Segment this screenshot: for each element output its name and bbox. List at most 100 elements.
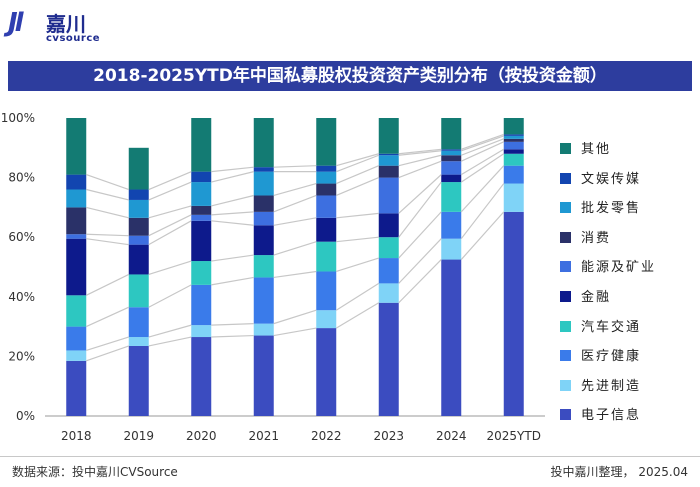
legend-label: 能源及矿业 — [581, 260, 657, 276]
connector-line — [148, 324, 192, 338]
connector-line — [460, 153, 505, 183]
bar-segment — [128, 244, 149, 275]
bar-segment — [316, 310, 337, 329]
y-tick-label: 60% — [8, 230, 35, 244]
bar-segment — [128, 274, 149, 308]
bar-segment — [316, 118, 337, 166]
legend-swatch — [560, 172, 571, 184]
x-tick-label: 2023 — [373, 429, 404, 443]
bar-segment — [253, 277, 274, 324]
connector-line — [336, 177, 379, 197]
bar-segment — [378, 153, 399, 156]
connector-line — [398, 211, 442, 259]
legend-label: 汽车交通 — [581, 319, 642, 335]
bar-segment — [191, 220, 212, 262]
logo-chinese-name: 嘉川 — [46, 12, 86, 36]
connector-line — [148, 171, 192, 191]
bar-segment — [503, 135, 524, 139]
connector-line — [86, 206, 129, 219]
legend-swatch — [560, 202, 571, 214]
connector-line — [148, 260, 192, 276]
bar-segment — [378, 283, 399, 303]
logo-english-name: cvsource — [46, 33, 101, 44]
connector-line — [211, 323, 254, 326]
bar-segment — [191, 337, 212, 416]
legend-label: 消费 — [581, 230, 612, 246]
bar-segment — [441, 155, 462, 162]
bar-segment — [66, 118, 87, 175]
bar-segment — [378, 258, 399, 284]
connector-line — [273, 217, 317, 226]
bar-segment — [503, 153, 524, 166]
connector-line — [336, 212, 379, 219]
bar-segment — [316, 183, 337, 196]
x-tick-label: 2019 — [123, 429, 154, 443]
bar-segment — [66, 350, 87, 361]
connector-line — [398, 150, 442, 156]
connector-line — [461, 138, 504, 156]
bar-segment — [191, 325, 212, 338]
bar-segment — [503, 138, 524, 142]
connector-lines — [85, 133, 505, 362]
footer-divider — [0, 456, 700, 457]
y-tick-label: 0% — [16, 409, 35, 423]
connector-line — [398, 181, 442, 238]
connector-line — [86, 336, 129, 352]
bar-segment — [316, 241, 337, 272]
bar-segment — [253, 118, 274, 168]
bar-segment — [441, 211, 462, 239]
connector-line — [398, 259, 442, 304]
bar-segment — [253, 335, 274, 416]
connector-line — [86, 188, 129, 201]
connector-line — [85, 273, 130, 296]
bar-segment — [503, 141, 524, 150]
bar-segment — [316, 328, 337, 416]
legend-label: 文娱传媒 — [581, 171, 642, 187]
x-tick-label: 2025YTD — [487, 429, 541, 443]
bar-segment — [191, 171, 212, 183]
bar-segment — [441, 238, 462, 260]
bar-segment — [503, 211, 524, 416]
connector-line — [398, 238, 442, 284]
bar-segment — [253, 195, 274, 212]
bar-segment — [191, 205, 212, 215]
axis-labels: 0% 20% 40% 60% 80% 100% 2018 2019 2020 2021 2022 20… — [1, 111, 541, 443]
logo-mark-icon: Jl — [8, 8, 24, 38]
bar-segment — [191, 214, 212, 221]
connector-line — [273, 309, 317, 325]
bar-segment — [66, 360, 87, 416]
bar-segment — [378, 155, 399, 166]
connector-line — [86, 174, 129, 191]
bar-segment — [66, 207, 87, 235]
bar-segment — [128, 199, 149, 218]
bar-segment — [441, 161, 462, 175]
y-tick-label: 20% — [8, 349, 35, 363]
connector-line — [211, 211, 254, 216]
chart-title: 2018-2025YTD年中国私募股权投资资产类别分布（按投资金额） — [8, 61, 692, 91]
bar-segment — [441, 150, 462, 156]
legend-label: 先进制造 — [581, 378, 642, 394]
connector-line — [148, 205, 192, 219]
bar-segment — [191, 284, 212, 326]
connector-line — [273, 241, 317, 256]
connector-line — [335, 302, 380, 329]
connector-line — [336, 153, 379, 167]
x-tick-label: 2024 — [436, 429, 467, 443]
bar-segment — [441, 149, 462, 151]
legend-item: 批发零售 — [560, 197, 641, 216]
connector-line — [398, 154, 442, 167]
connector-line — [460, 165, 505, 213]
x-tick-label: 2018 — [61, 429, 92, 443]
bar-segment — [316, 217, 337, 242]
legend-item: 文娱传媒 — [560, 168, 642, 187]
legend-item: 能源及矿业 — [560, 256, 657, 276]
connector-line — [398, 174, 442, 214]
stacked-bar-chart: 0% 20% 40% 60% 80% 100% 2018 2019 2020 2021 2022 20… — [1, 111, 545, 443]
connector-line — [273, 165, 317, 168]
connector-line — [336, 236, 379, 243]
legend-swatch — [560, 320, 571, 332]
legend-label: 电子信息 — [581, 408, 642, 424]
bar-segment — [441, 118, 462, 150]
bar-segment — [503, 134, 524, 136]
connector-line — [273, 270, 317, 279]
